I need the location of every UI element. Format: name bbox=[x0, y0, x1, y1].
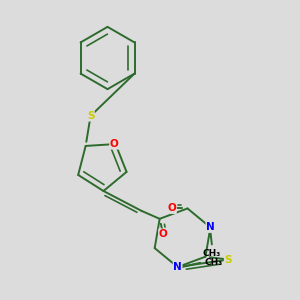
Text: N: N bbox=[206, 222, 215, 233]
Text: N: N bbox=[173, 262, 182, 272]
Text: O: O bbox=[159, 229, 168, 239]
Text: CH₃: CH₃ bbox=[205, 258, 223, 267]
Text: S: S bbox=[224, 254, 232, 265]
Text: O: O bbox=[110, 139, 118, 149]
Text: O: O bbox=[168, 203, 176, 213]
Text: S: S bbox=[87, 111, 94, 121]
Text: CH₃: CH₃ bbox=[203, 249, 221, 258]
